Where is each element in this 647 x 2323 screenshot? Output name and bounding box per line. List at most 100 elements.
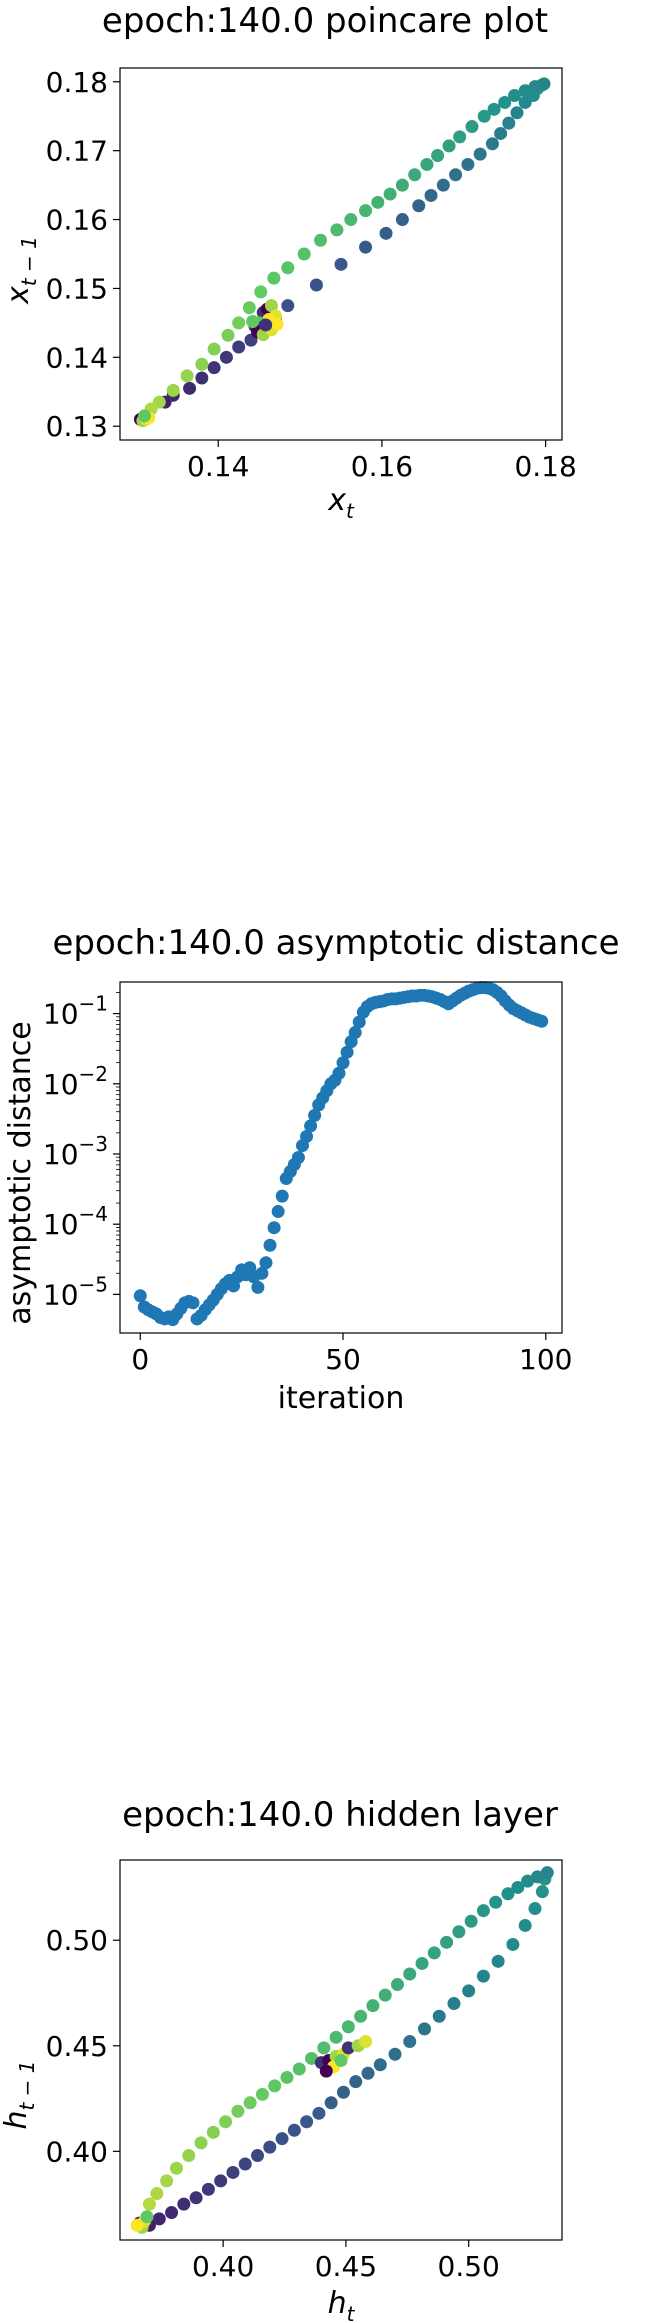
data-point: [366, 1999, 380, 2013]
data-point: [300, 2115, 314, 2129]
data-point: [259, 1256, 273, 1270]
data-point: [130, 2218, 144, 2232]
data-point: [449, 168, 463, 182]
data-point: [535, 1014, 549, 1028]
data-point: [447, 1997, 461, 2011]
data-point: [291, 1151, 305, 1164]
x-tick-label: 100: [519, 1343, 572, 1376]
asymptotic-distance-chart: epoch:140.0 asymptotic distance 0 50 100 10…: [3, 923, 620, 1416]
x-tick-label: 0.18: [514, 450, 576, 483]
data-point: [314, 233, 328, 247]
data-point: [540, 1866, 554, 1880]
y-tick-label: 10−4: [43, 1202, 108, 1241]
data-point: [431, 148, 445, 162]
y-axis-label: asymptotic distance: [3, 1021, 38, 1324]
y-tick-label: 0.14: [46, 341, 108, 374]
plot-frame: [119, 981, 563, 1334]
y-tick-label: 0.16: [46, 204, 108, 237]
x-tick-label: 0.40: [192, 2250, 254, 2283]
data-point: [255, 1266, 269, 1280]
asymptotic-distance-panel: epoch:140.0 asymptotic distance 0 50 100 10…: [0, 920, 647, 1480]
data-point: [219, 350, 233, 364]
data-point: [194, 2136, 208, 2150]
data-point: [395, 213, 409, 227]
data-point: [436, 178, 450, 192]
data-point: [183, 381, 197, 395]
data-point: [420, 157, 434, 171]
data-point: [330, 223, 344, 237]
data-point: [180, 369, 194, 383]
data-point: [182, 2149, 196, 2163]
x-tick-label: 50: [325, 1343, 361, 1376]
data-point: [226, 2165, 240, 2179]
data-point: [403, 2035, 417, 2049]
data-point: [528, 80, 542, 94]
data-point: [336, 2085, 350, 2099]
data-point: [373, 2058, 387, 2072]
x-axis-label: xt: [327, 483, 355, 523]
data-point: [189, 2191, 203, 2205]
y-tick-label: 10−5: [43, 1272, 108, 1311]
data-point: [281, 261, 295, 275]
data-point: [487, 102, 501, 116]
data-point: [336, 1056, 350, 1070]
data-point: [427, 1946, 441, 1960]
data-point: [133, 1289, 147, 1303]
data-point: [341, 2041, 355, 2055]
data-point: [329, 2030, 343, 2044]
data-point: [275, 2132, 289, 2146]
data-point: [270, 317, 284, 331]
data-point: [267, 1221, 281, 1235]
data-point: [160, 2174, 174, 2188]
data-point: [464, 1914, 478, 1928]
data-point: [432, 2009, 446, 2023]
data-point: [378, 1988, 392, 2002]
hidden-layer-panel: epoch:140.0 hidden layer 0.40 0.45 0.50 0.4…: [0, 1790, 647, 2323]
x-tick-label: 0.45: [315, 2250, 377, 2283]
data-point: [246, 315, 260, 329]
data-point: [309, 278, 323, 292]
data-point: [341, 2020, 355, 2034]
data-point: [485, 137, 499, 151]
data-point: [254, 285, 268, 299]
data-point: [344, 213, 358, 227]
data-point: [354, 2009, 368, 2023]
y-tick-label: 0.13: [46, 410, 108, 443]
data-point: [292, 2062, 306, 2076]
data-point: [506, 1937, 520, 1951]
data-point: [251, 2149, 265, 2163]
y-tick-label: 0.15: [46, 272, 108, 305]
data-point: [498, 95, 512, 109]
data-point: [390, 1978, 404, 1992]
data-point: [280, 2070, 294, 2084]
y-tick-label: 0.17: [46, 135, 108, 168]
data-point: [395, 178, 409, 192]
data-point: [238, 2157, 252, 2171]
poincare-plot-panel: epoch:140.0 poincare plot 0.14 0.16 0.18 0.…: [0, 0, 647, 560]
y-tick-label: 0.40: [46, 2135, 108, 2168]
data-point: [453, 130, 467, 144]
y-tick-label: 10−3: [43, 1132, 108, 1171]
data-point: [263, 2140, 277, 2154]
y-tick-label: 0.45: [46, 2030, 108, 2063]
data-point: [359, 2035, 373, 2049]
data-point: [461, 157, 475, 171]
y-tick-label: 10−2: [43, 1062, 108, 1101]
data-point: [281, 299, 295, 313]
data-point: [264, 299, 278, 313]
data-point: [332, 1066, 346, 1080]
y-tick-label: 0.18: [46, 66, 108, 99]
data-point: [477, 109, 491, 123]
data-point: [319, 2064, 333, 2078]
plot-frame: [119, 1859, 563, 2241]
data-point: [476, 1969, 490, 1983]
data-point: [379, 226, 393, 240]
data-point: [359, 240, 373, 254]
data-point: [530, 1870, 544, 1884]
data-point: [340, 1045, 354, 1059]
chart-title: epoch:140.0 hidden layer: [122, 1795, 558, 1835]
data-point: [304, 1119, 318, 1133]
data-point: [501, 1887, 515, 1901]
x-tick-label: 0.16: [351, 450, 413, 483]
data-point: [494, 126, 508, 140]
